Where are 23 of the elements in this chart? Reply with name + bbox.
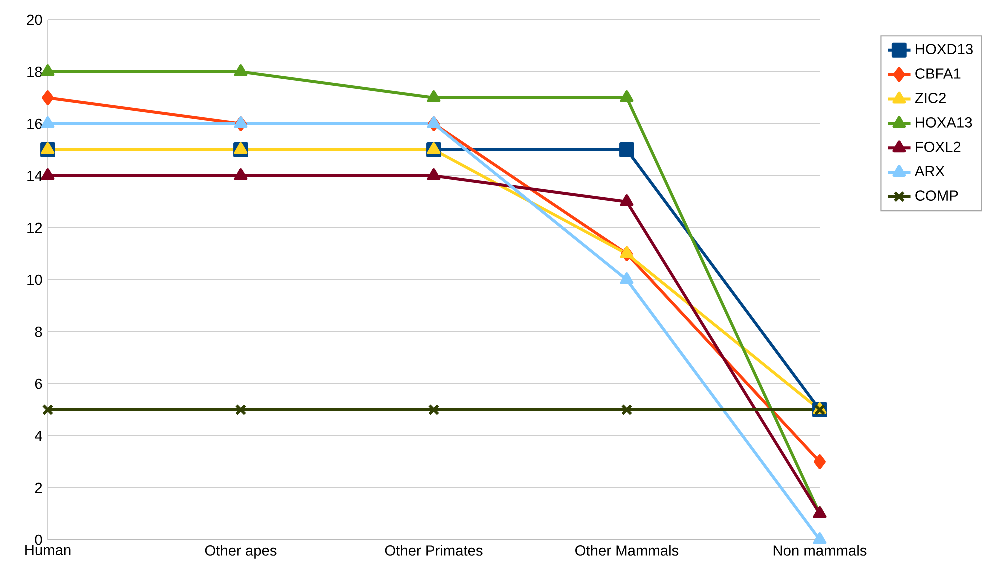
y-tick-label: 18: [28, 66, 42, 78]
y-tick-label: 2: [35, 482, 42, 494]
legend-label: ZIC2: [915, 93, 946, 104]
y-tick-label: 6: [35, 378, 42, 390]
legend-label: FOXL2: [916, 142, 961, 152]
y-tick-label: 16: [28, 118, 42, 130]
y-tick-label: 8: [35, 326, 42, 338]
legend-label: HOXA13: [916, 117, 972, 128]
legend-label: COMP: [916, 190, 958, 202]
legend-label: CBFA1: [916, 68, 961, 79]
y-tick-label: 14: [28, 170, 42, 182]
y-tick-label: 20: [27, 14, 42, 26]
x-tick-label: Other Mammals: [576, 545, 679, 556]
x-tick-label: Other apes: [205, 545, 277, 559]
legend-label: HOXD13: [916, 44, 973, 55]
y-tick-label: 4: [35, 430, 42, 442]
y-tick-label: 10: [28, 274, 42, 286]
x-tick-label: Non mammals: [774, 545, 867, 556]
x-tick-label: Human: [26, 545, 71, 556]
legend-label: ARX: [914, 166, 945, 176]
x-tick-label: Other Primates: [385, 545, 483, 556]
y-tick-label: 12: [28, 222, 42, 234]
y-tick-label: 0: [35, 534, 42, 546]
